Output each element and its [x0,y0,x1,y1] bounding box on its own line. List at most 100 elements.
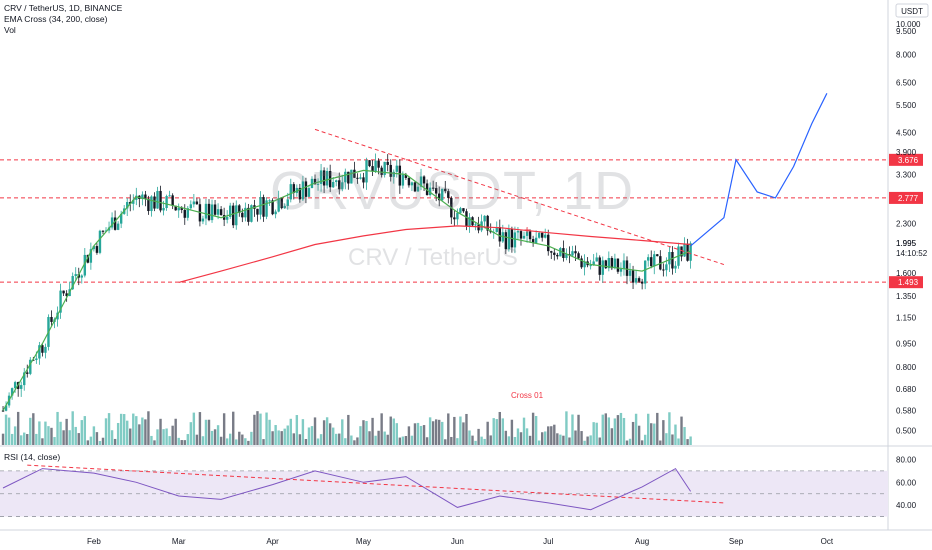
time-tick-label: May [356,537,371,546]
volume-bar [159,418,162,445]
candle-body [495,226,498,232]
candle-body [374,160,377,172]
candle-body [41,345,44,353]
volume-bar [519,432,523,445]
volume-bar [374,435,377,445]
candle-body [213,204,217,215]
rsi-line [2,467,692,511]
candle-body [168,195,171,197]
volume-bar [444,439,447,445]
volume-bar [553,424,556,445]
volume-bar [201,436,205,445]
last-price-label: 1.995 [896,239,917,248]
time-axis: Feb Mar Apr May Jun Jul Aug Sep Oct [87,537,834,546]
candle-body [601,260,604,275]
volume-bar [144,419,147,445]
volume-bar [295,415,299,445]
volume-bar [571,414,574,445]
candle-body [207,203,211,221]
volume-bar [171,425,174,445]
volume-bar [550,426,553,445]
candle-body [592,261,595,266]
volume-bar [380,413,383,445]
volume-bar [98,440,102,445]
candle-body [474,224,477,226]
volume-bar [256,411,259,445]
volume-bar [559,434,562,445]
volume-bar [389,416,392,445]
candle-body [674,265,677,269]
time-tick-label: Aug [635,537,649,546]
volume-bar [198,412,202,445]
volume-bar [344,438,347,445]
volume-bar [431,421,435,445]
candle-body [353,169,356,178]
ema-cross-legend[interactable]: EMA Cross (34, 200, close) [4,14,108,24]
candle-body [4,405,8,411]
symbol-legend[interactable]: CRV / TetherUS, 1D, BINANCE [4,3,123,13]
volume-bar [89,436,93,445]
candle-body [380,167,383,175]
volume-bar [356,437,359,445]
price-tick-label: 1.350 [896,292,917,301]
candle-body [404,174,408,178]
volume-bar [586,436,589,445]
price-tick-label: 9.500 [896,27,917,36]
candle-body [483,215,486,222]
volume-bar [207,419,211,445]
volume-bar [74,426,77,445]
series-line [690,93,828,247]
volume-bar [647,413,650,445]
volume-bar [241,434,244,445]
volume-bar [328,423,332,445]
volume-bar [1,433,5,445]
candle-body [186,208,189,218]
candle-body [89,249,93,263]
volume-bar [126,420,129,445]
volume-bar [289,418,292,445]
volume-bar [480,436,483,445]
candle-body [559,248,562,257]
rsi-band [0,470,888,517]
candle-body [534,237,538,243]
volume-bar [319,434,323,445]
volume-bar [104,418,108,445]
volume-bar [556,433,559,445]
candle-body [241,212,244,218]
rsi-tick-label: 80.00 [896,455,917,464]
candle-body [613,258,617,269]
candle-body [316,183,320,185]
volume-bar [516,428,520,445]
candle-body [525,231,529,236]
volume-legend[interactable]: Vol [4,25,16,35]
candle-body [110,217,114,228]
volume-bar [253,414,256,445]
rsi-legend[interactable]: RSI (14, close) [4,452,61,462]
price-level-tag-label: 1.493 [898,278,919,287]
candle-body [610,258,614,269]
candle-body [422,176,426,184]
volume-bar [528,435,532,445]
candle-body [147,198,150,212]
volume-bar [498,411,501,445]
candle-body [650,257,653,267]
candle-body [643,260,647,284]
volume-bar [213,429,217,445]
volume-bar [86,440,90,445]
volume-bar [168,436,171,445]
candle-body [216,209,220,215]
candle-body [656,254,659,257]
currency-button[interactable]: USDT [895,3,929,18]
rsi-trend-line [27,464,724,504]
volume-bar [280,431,283,445]
volume-bar [595,422,598,445]
candle-body [101,230,105,232]
time-tick-label: Mar [172,537,186,546]
candle-body [238,205,241,213]
price-tick-label: 5.500 [896,101,917,110]
candle-body [222,215,226,220]
volume-bar [580,431,583,445]
candle-body [247,207,250,222]
volume-bar [77,433,80,445]
